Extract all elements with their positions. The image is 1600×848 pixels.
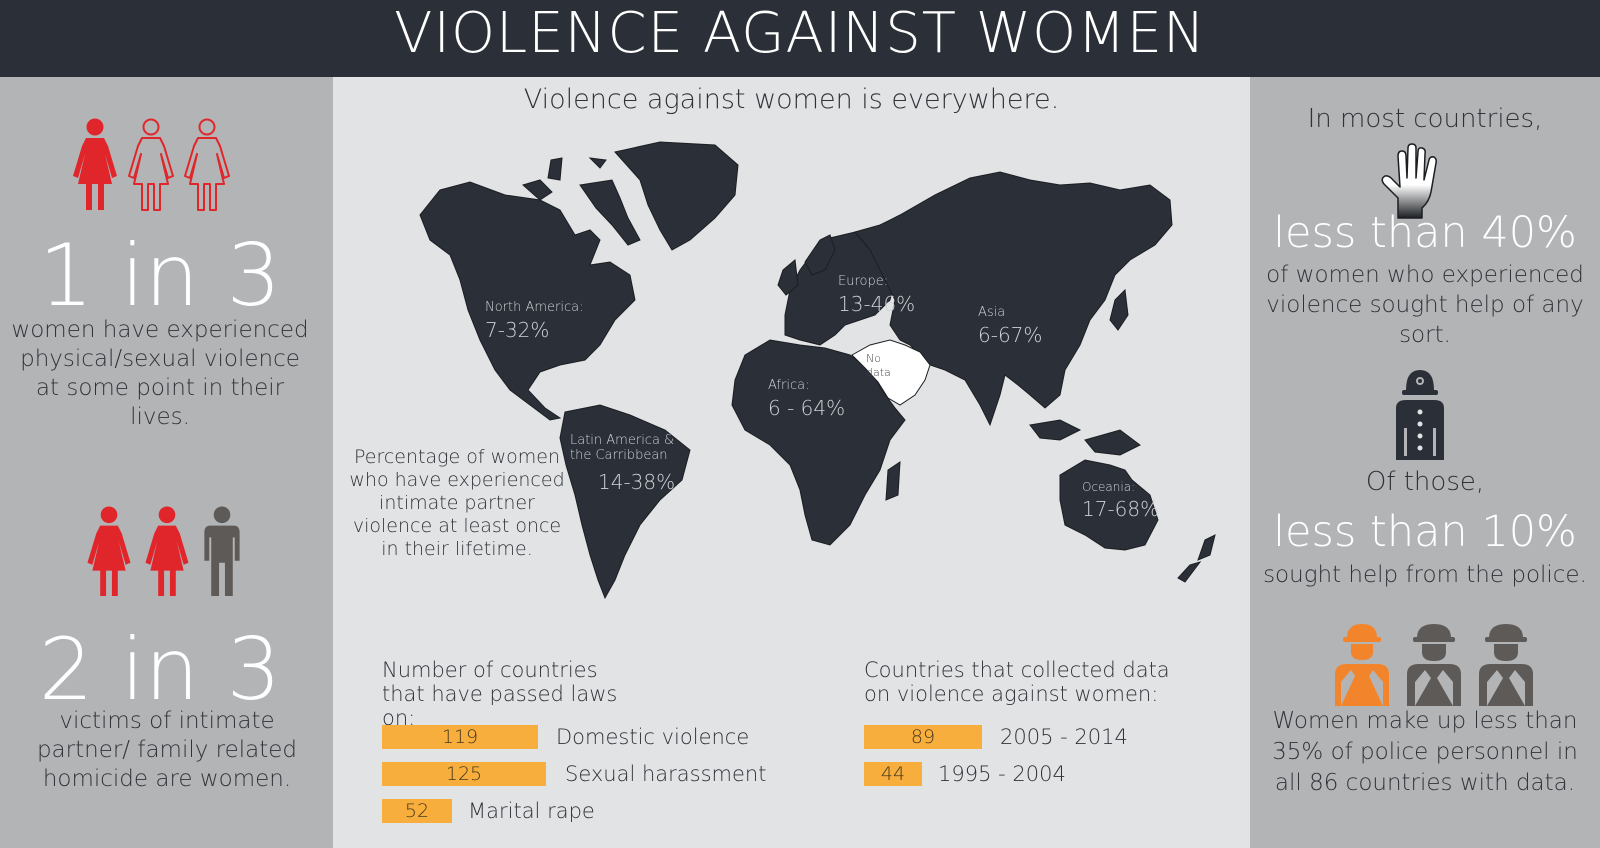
laws-bar-domestic-violence: 119	[382, 725, 538, 749]
laws-bar-marital-rape: 52	[382, 799, 452, 823]
arctic-island-shape	[547, 157, 563, 181]
region-north-america-label: North America:	[485, 300, 584, 315]
police-officer-icon	[1390, 368, 1450, 464]
region-oceania-value: 17-68%	[1082, 497, 1160, 521]
australia-shape	[1059, 459, 1159, 551]
data-label-1995-2004: 1995 - 2004	[938, 762, 1066, 786]
data-label-2005-2014: 2005 - 2014	[1000, 725, 1128, 749]
stat-1-in-3-text: women have experienced physical/sexual v…	[11, 317, 309, 430]
header-banner: VIOLENCE AGAINST WOMEN	[0, 0, 1600, 77]
scandinavia-shape	[804, 234, 836, 276]
laws-label-sexual-harassment: Sexual harassment	[565, 762, 767, 786]
new-zealand-shape	[1197, 534, 1216, 561]
women-figures-1-in-3	[72, 118, 230, 212]
right-stat-less-than-10: less than 10%	[1273, 507, 1577, 557]
map-note: Percentage of women who have experienced…	[349, 446, 565, 560]
asia-shape	[854, 171, 1173, 427]
laws-label-domestic-violence: Domestic violence	[556, 725, 750, 749]
police-officer-man-icon	[1477, 620, 1535, 706]
arctic-island-shape	[579, 179, 641, 246]
region-asia-label: Asia	[978, 305, 1006, 320]
region-europe-label: Europe:	[838, 274, 889, 289]
britain-shape	[777, 259, 799, 296]
north-america-shape	[419, 181, 636, 421]
arctic-island-shape	[588, 157, 607, 169]
police-personnel-figures	[1333, 620, 1535, 706]
region-africa-label: Africa:	[768, 378, 810, 393]
laws-bar-sexual-harassment: 125	[382, 762, 546, 786]
region-oceania-label: Oceania:	[1082, 480, 1136, 494]
right-text-police: sought help from the police.	[1263, 562, 1587, 588]
new-zealand-shape	[1177, 561, 1202, 583]
right-of-those: Of those,	[1365, 467, 1485, 497]
woman-filled-icon	[144, 506, 190, 598]
region-no-data-label: No data	[866, 352, 891, 379]
right-text-personnel: Women make up less than 35% of police pe…	[1272, 708, 1578, 796]
police-officer-man-icon	[1405, 620, 1463, 706]
hand-icon	[1376, 142, 1446, 226]
region-africa-value: 6 - 64%	[768, 396, 846, 420]
south-america-shape	[559, 404, 691, 600]
woman-outline-icon	[184, 118, 230, 212]
japan-shape	[1109, 288, 1129, 331]
right-stat-less-than-40: less than 40%	[1273, 208, 1577, 258]
map-subtitle: Violence against women is everywhere.	[523, 84, 1060, 115]
indonesia-shape	[1084, 429, 1141, 456]
data-bar-2005-2014: 89	[864, 725, 982, 749]
region-europe-value: 13-46%	[838, 292, 916, 316]
right-intro: In most countries,	[1307, 104, 1543, 134]
left-panel	[0, 77, 333, 848]
region-latin-america-value: 14-38%	[598, 470, 676, 494]
woman-outline-icon	[128, 118, 174, 212]
laws-label-marital-rape: Marital rape	[468, 799, 595, 823]
laws-heading: Number of countries that have passed law…	[382, 658, 618, 730]
africa-shape	[731, 339, 906, 546]
stat-1-in-3: 1 in 3	[38, 226, 282, 326]
police-officer-woman-icon	[1333, 620, 1391, 706]
region-asia-value: 6-67%	[978, 323, 1043, 347]
victim-figures-2-in-3	[86, 506, 242, 598]
madagascar-shape	[885, 461, 901, 501]
woman-filled-icon	[72, 118, 118, 212]
indonesia-shape	[1029, 419, 1082, 441]
arctic-island-shape	[521, 179, 553, 201]
woman-filled-icon	[86, 506, 132, 598]
man-icon	[202, 506, 242, 598]
data-collection-heading: Countries that collected data on violenc…	[864, 658, 1170, 706]
region-north-america-value: 7-32%	[485, 318, 550, 342]
greenland-shape	[614, 141, 739, 251]
region-latin-america-label: Latin America & the Carribbean	[570, 433, 675, 463]
stat-2-in-3: 2 in 3	[38, 620, 282, 720]
page-title: VIOLENCE AGAINST WOMEN	[394, 1, 1206, 66]
right-text-sought-help: of women who experienced violence sought…	[1266, 262, 1584, 348]
data-bar-1995-2004: 44	[864, 762, 922, 786]
stat-2-in-3-text: victims of intimate partner/ family rela…	[36, 708, 298, 792]
middle-east-no-data-shape	[851, 339, 931, 406]
